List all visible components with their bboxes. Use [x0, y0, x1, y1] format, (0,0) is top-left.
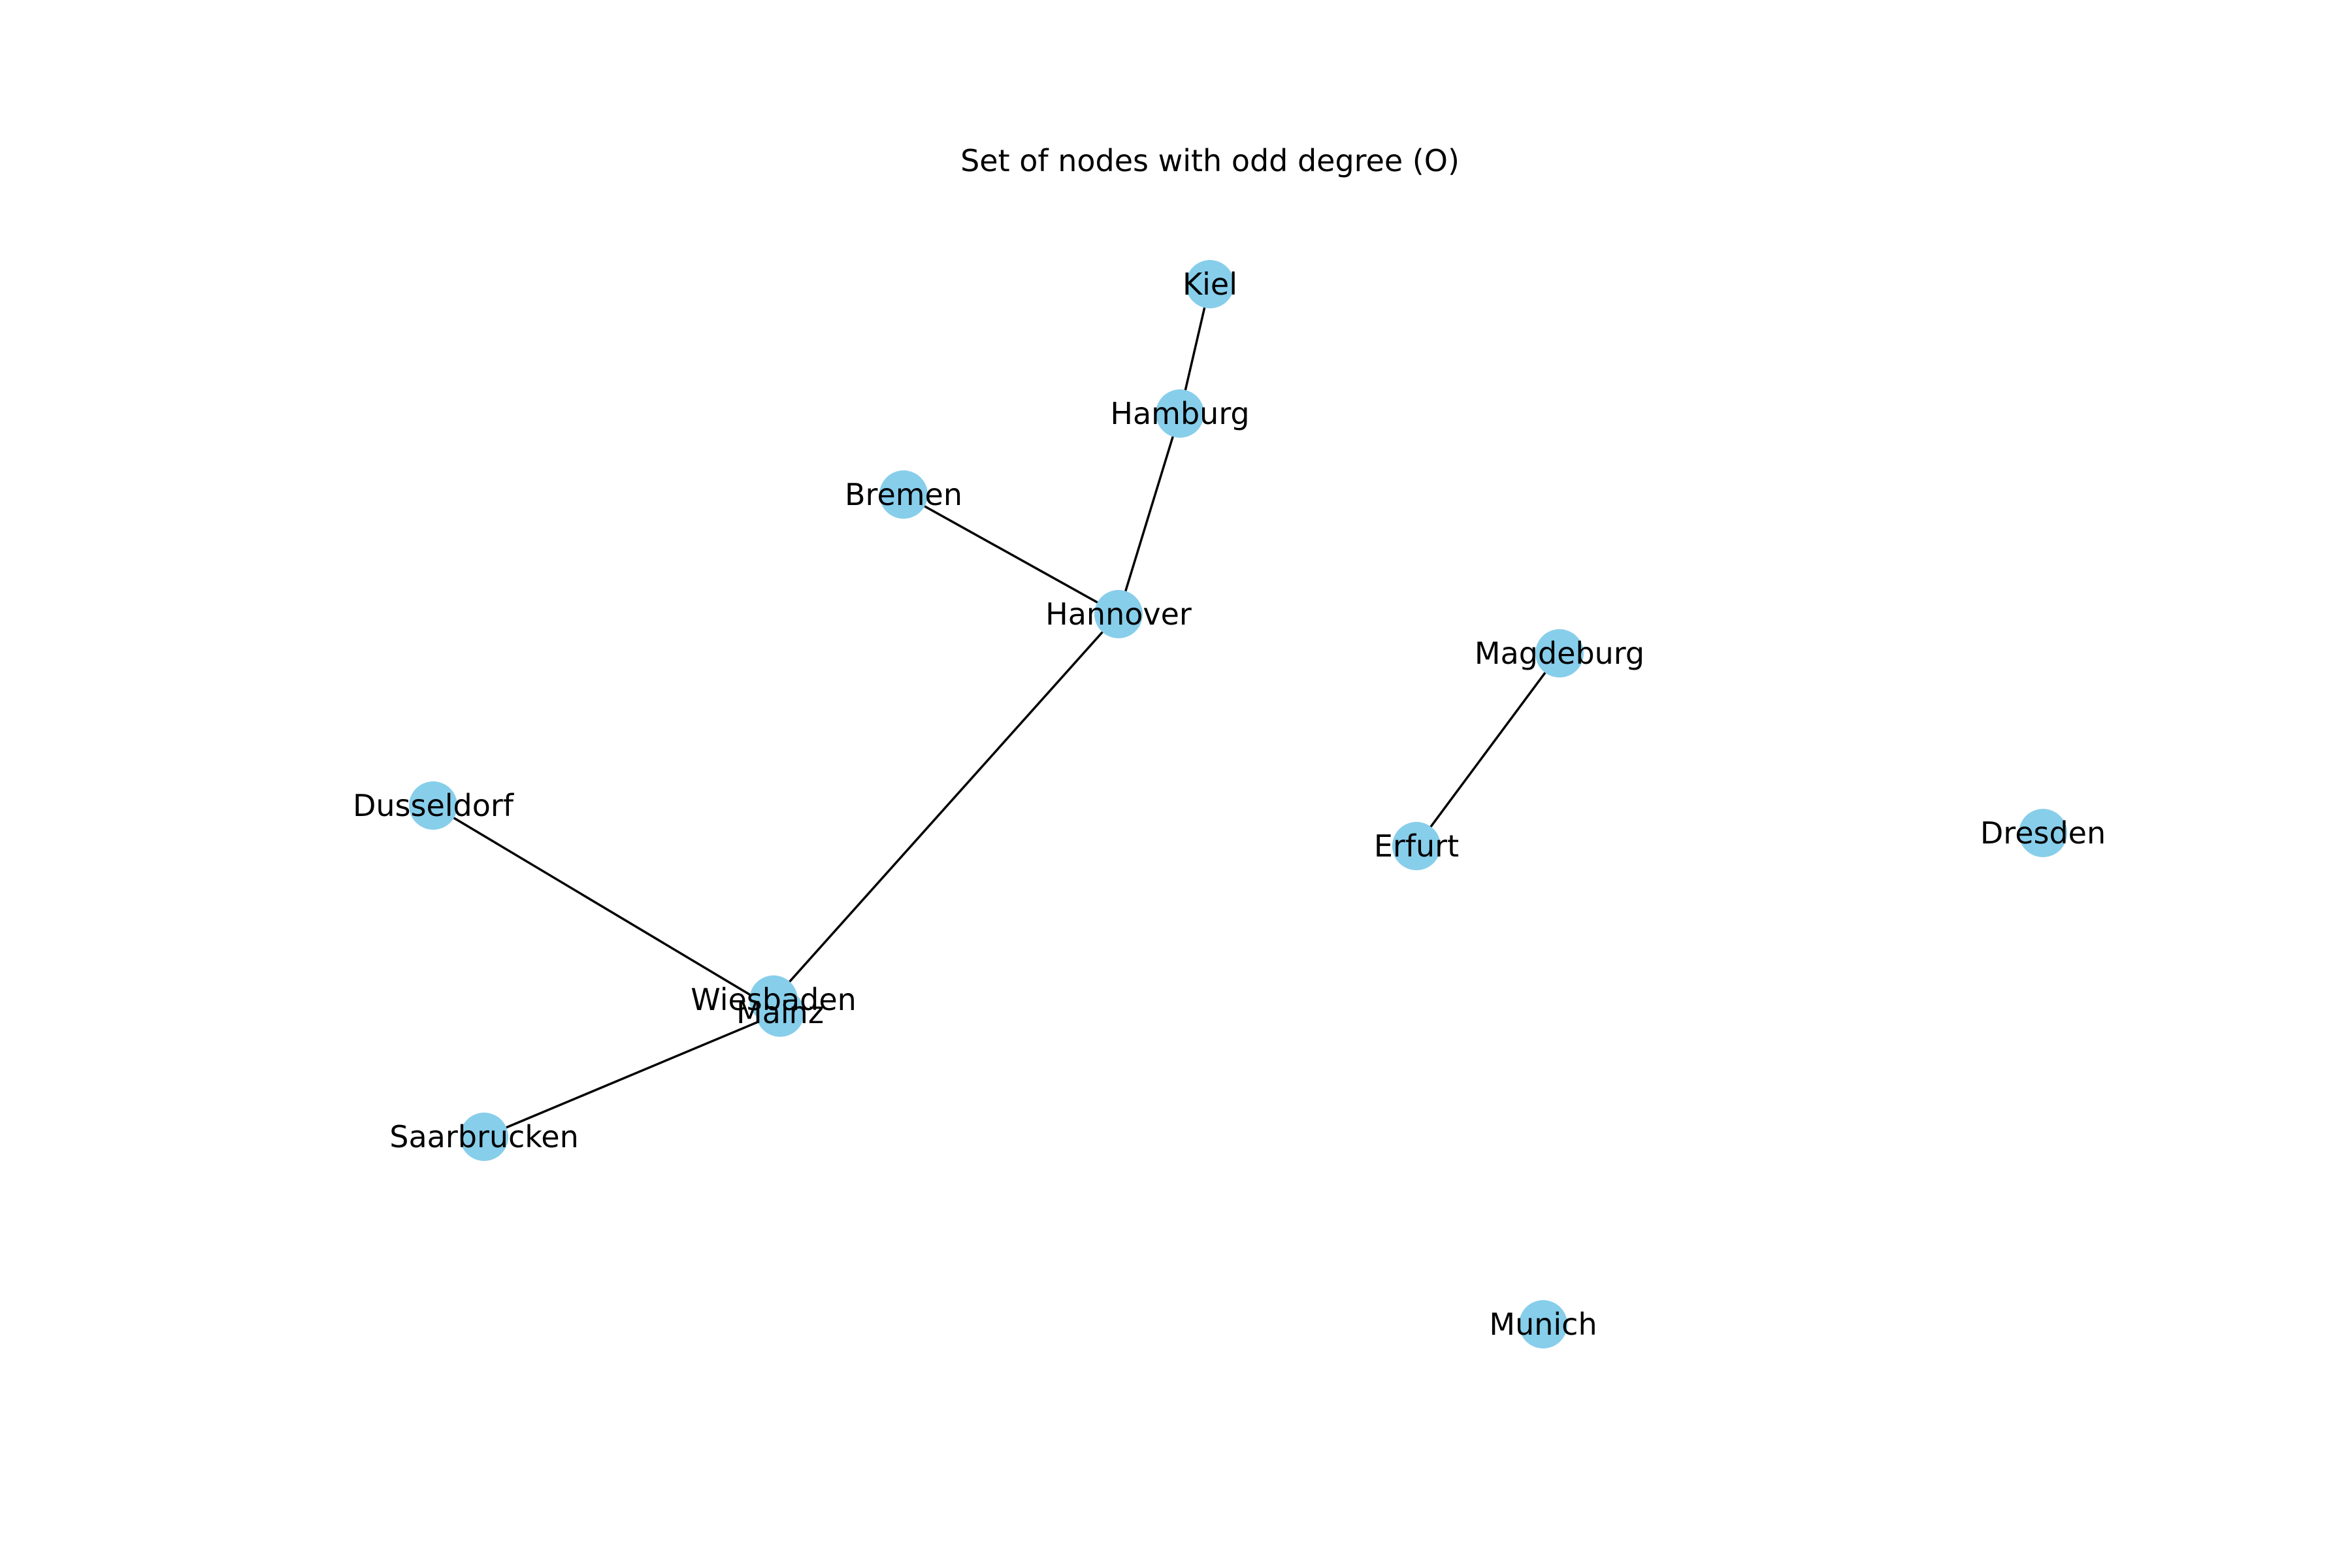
- edge-mainz-saarbrucken: [483, 1011, 781, 1138]
- node-erfurt: [1392, 822, 1441, 870]
- edge-hamburg-hannover: [1117, 413, 1181, 615]
- node-bremen: [879, 470, 928, 519]
- node-munich: [1519, 1300, 1567, 1348]
- edge-magdeburg-erfurt: [1415, 652, 1561, 847]
- node-label-munich: Munich: [1489, 1307, 1597, 1342]
- node-label-dresden: Dresden: [1980, 815, 2106, 851]
- node-label-kiel: Kiel: [1183, 267, 1237, 302]
- node-kiel: [1186, 260, 1234, 308]
- node-label-magdeburg: Magdeburg: [1475, 636, 1644, 671]
- node-dusseldorf: [409, 781, 457, 830]
- node-label-mainz: Mainz: [736, 995, 824, 1030]
- edge-hannover-wiesbaden: [772, 613, 1120, 1001]
- node-label-saarbrucken: Saarbrucken: [389, 1119, 579, 1154]
- node-mainz: [756, 988, 804, 1037]
- node-label-hamburg: Hamburg: [1110, 396, 1249, 431]
- node-hamburg: [1156, 389, 1204, 438]
- node-layer: [409, 260, 2067, 1348]
- node-magdeburg: [1535, 629, 1584, 678]
- edge-layer: [433, 284, 1561, 1138]
- node-dresden: [2019, 809, 2067, 857]
- node-label-hannover: Hannover: [1045, 596, 1192, 632]
- node-label-dusseldorf: Dusseldorf: [353, 788, 515, 823]
- node-label-erfurt: Erfurt: [1374, 828, 1459, 864]
- edge-dusseldorf-mainz: [433, 804, 781, 1014]
- label-layer: Kiel Hamburg Bremen Hannover Magdeburg Dussel…: [353, 267, 2106, 1342]
- node-saarbrucken: [460, 1113, 508, 1161]
- node-hannover: [1094, 590, 1143, 638]
- node-label-bremen: Bremen: [845, 477, 962, 512]
- diagram-title: Set of nodes with odd degree (O): [960, 143, 1460, 178]
- node-label-wiesbaden: Wiesbaden: [691, 982, 857, 1017]
- edge-bremen-hannover: [903, 493, 1119, 615]
